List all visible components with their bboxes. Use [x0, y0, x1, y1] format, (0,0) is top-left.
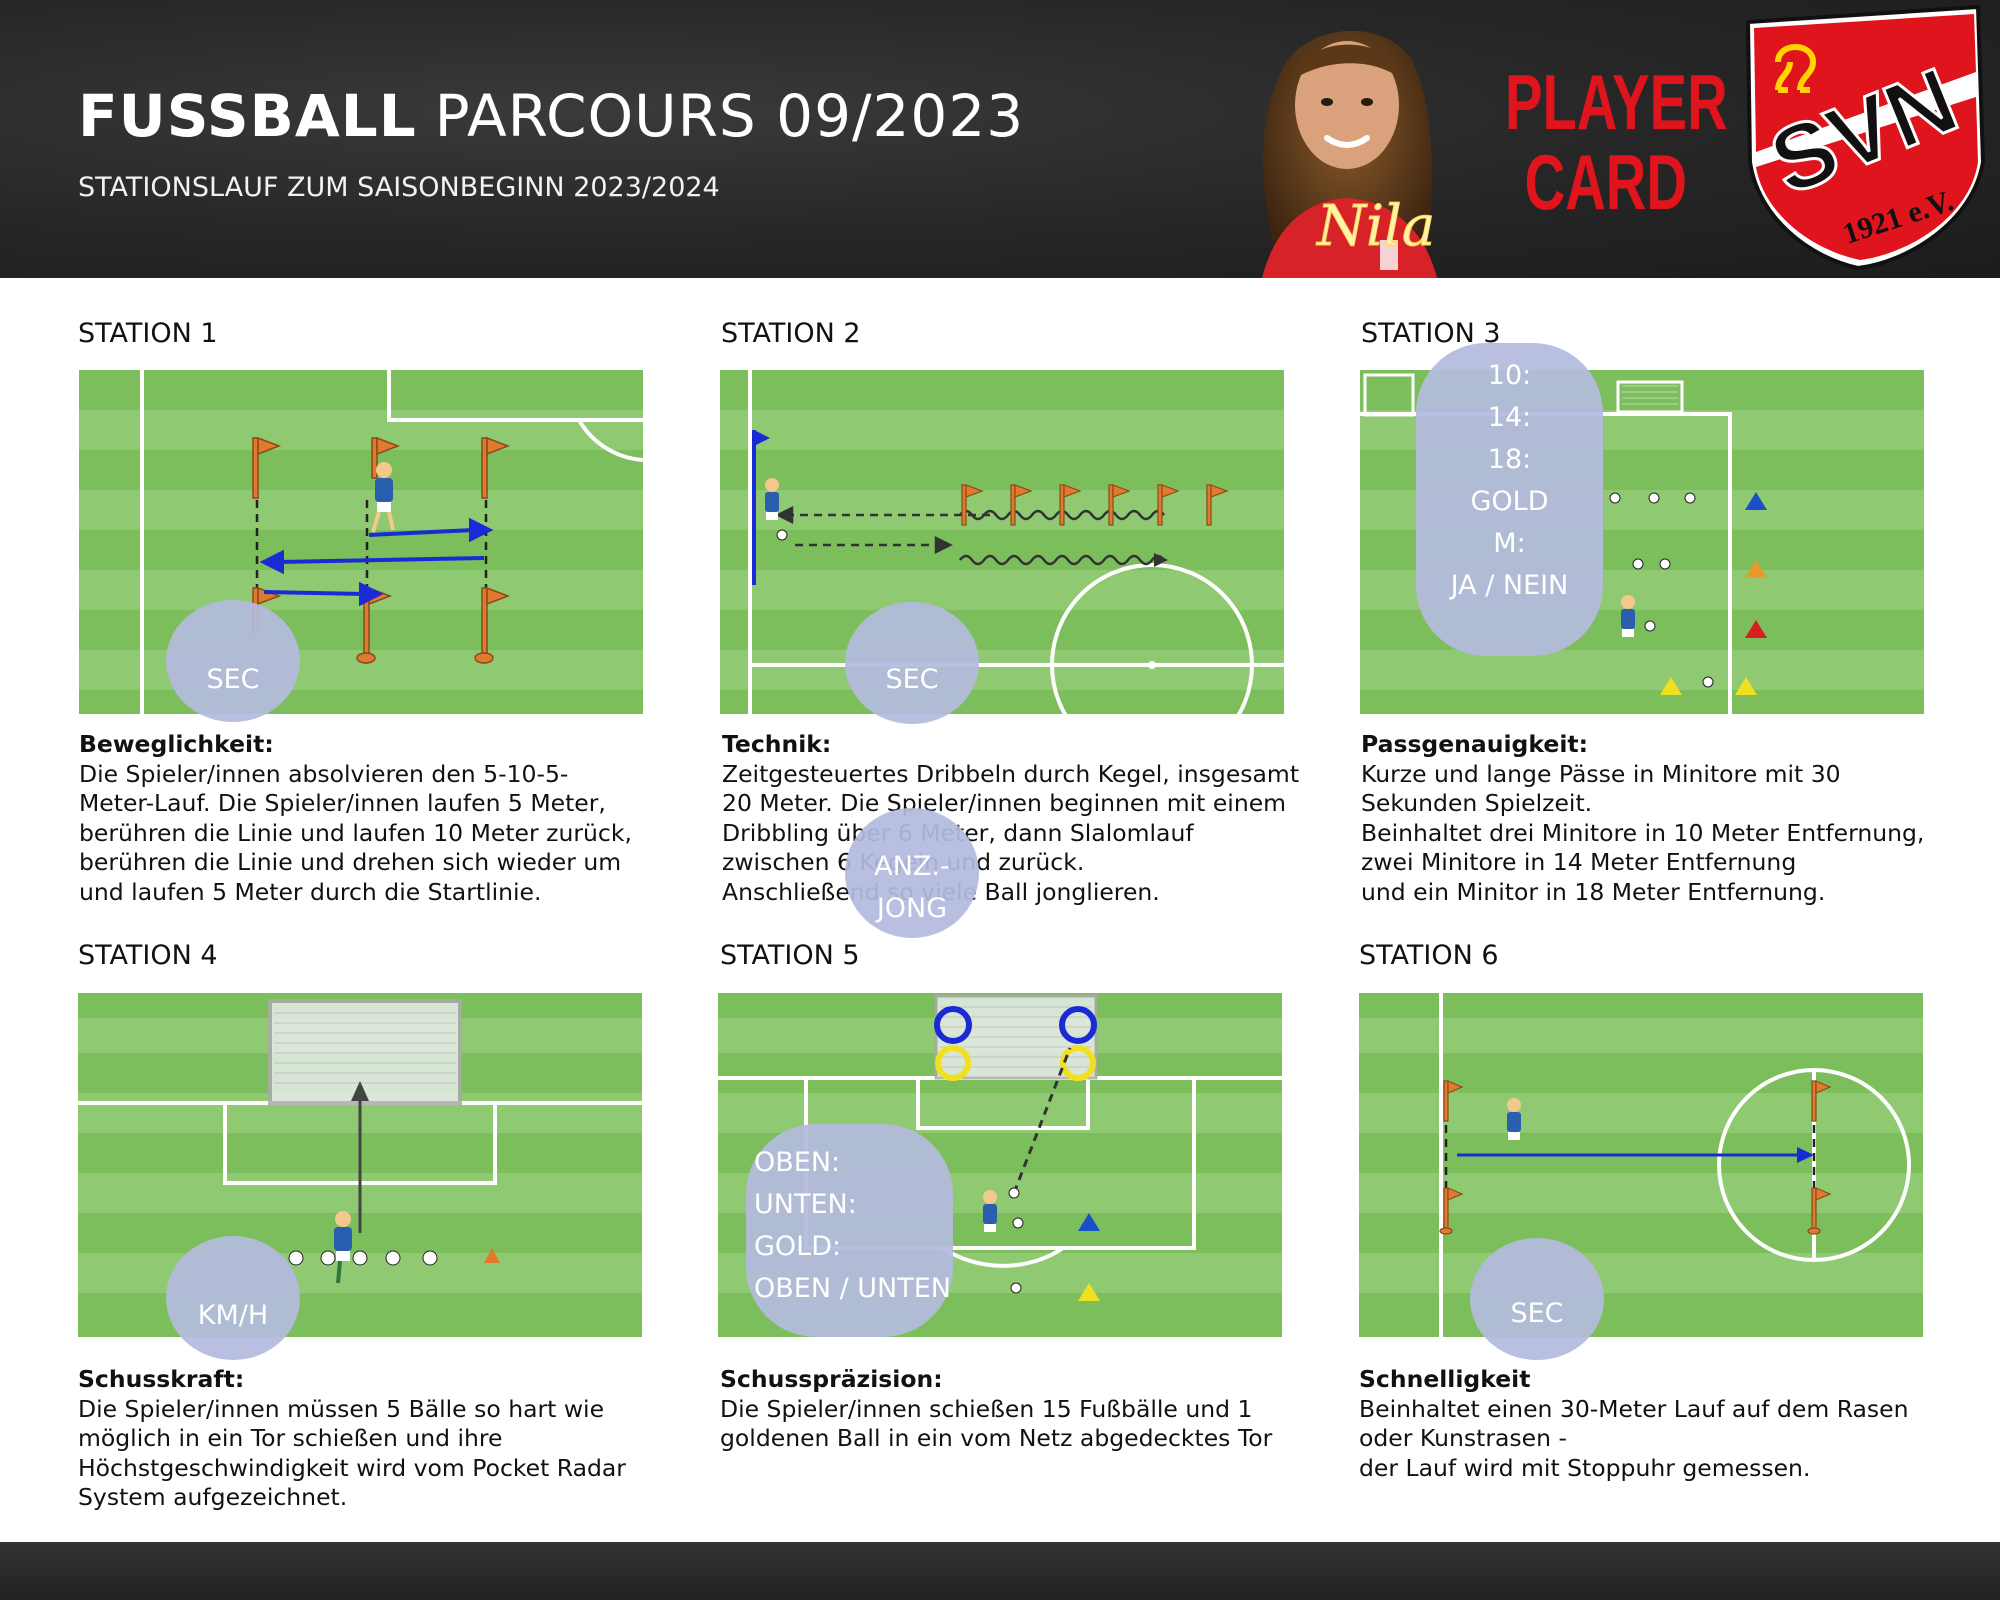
footer-bar [0, 1542, 2000, 1600]
station-5-description: Schusspräzision: Die Spieler/innen schie… [720, 1365, 1273, 1452]
player-signature: Nila [1315, 194, 1435, 259]
player-figure [371, 462, 395, 533]
station-2-pitch [720, 370, 1284, 714]
club-crest: SVN 1921 e.V. [1745, 4, 1986, 271]
station-5-score-bubble[interactable]: OBEN: UNTEN: GOLD: OBEN / UNTEN [746, 1124, 953, 1337]
station-1-label: STATION 1 [78, 318, 218, 349]
station-6-time-bubble[interactable]: SEC [1470, 1238, 1604, 1360]
station-6-description: Schnelligkeit Beinhaltet einen 30-Meter … [1359, 1365, 1909, 1482]
player-photo: Nila [1262, 30, 1437, 278]
station-6-label: STATION 6 [1359, 940, 1499, 971]
station-2-juggle-bubble[interactable]: ANZ.- JONG [845, 808, 979, 938]
station-1-time-bubble[interactable]: SEC [166, 600, 300, 722]
station-1-pitch [79, 370, 643, 714]
station-4-description: Schusskraft: Die Spieler/innen müssen 5 … [78, 1365, 626, 1511]
station-6-pitch [1359, 993, 1923, 1337]
station-5-label: STATION 5 [720, 940, 860, 971]
player-card-logo: PLAYER CARD [1505, 58, 1728, 226]
station-4-label: STATION 4 [78, 940, 218, 971]
station-3-description: Passgenauigkeit: Kurze und lange Pässe i… [1361, 730, 1925, 906]
station-2-description: Technik: Zeitgesteuertes Dribbeln durch … [722, 730, 1300, 906]
station-2-time-bubble[interactable]: SEC [845, 602, 979, 724]
station-3-score-bubble[interactable]: 10: 14: 18: GOLD M: JA / NEIN [1416, 343, 1603, 656]
station-4-pitch [78, 993, 642, 1337]
station-1-description: Beweglichkeit: Die Spieler/innen absolvi… [79, 730, 632, 906]
page-subtitle: STATIONSLAUF ZUM SAISONBEGINN 2023/2024 [78, 172, 720, 203]
station-4-speed-bubble[interactable]: KM/H [166, 1236, 300, 1360]
station-2-label: STATION 2 [721, 318, 861, 349]
page-title: FUSSBALL PARCOURS 09/2023 [78, 82, 1025, 150]
header-banner: FUSSBALL PARCOURS 09/2023 STATIONSLAUF ZU… [0, 0, 2000, 278]
